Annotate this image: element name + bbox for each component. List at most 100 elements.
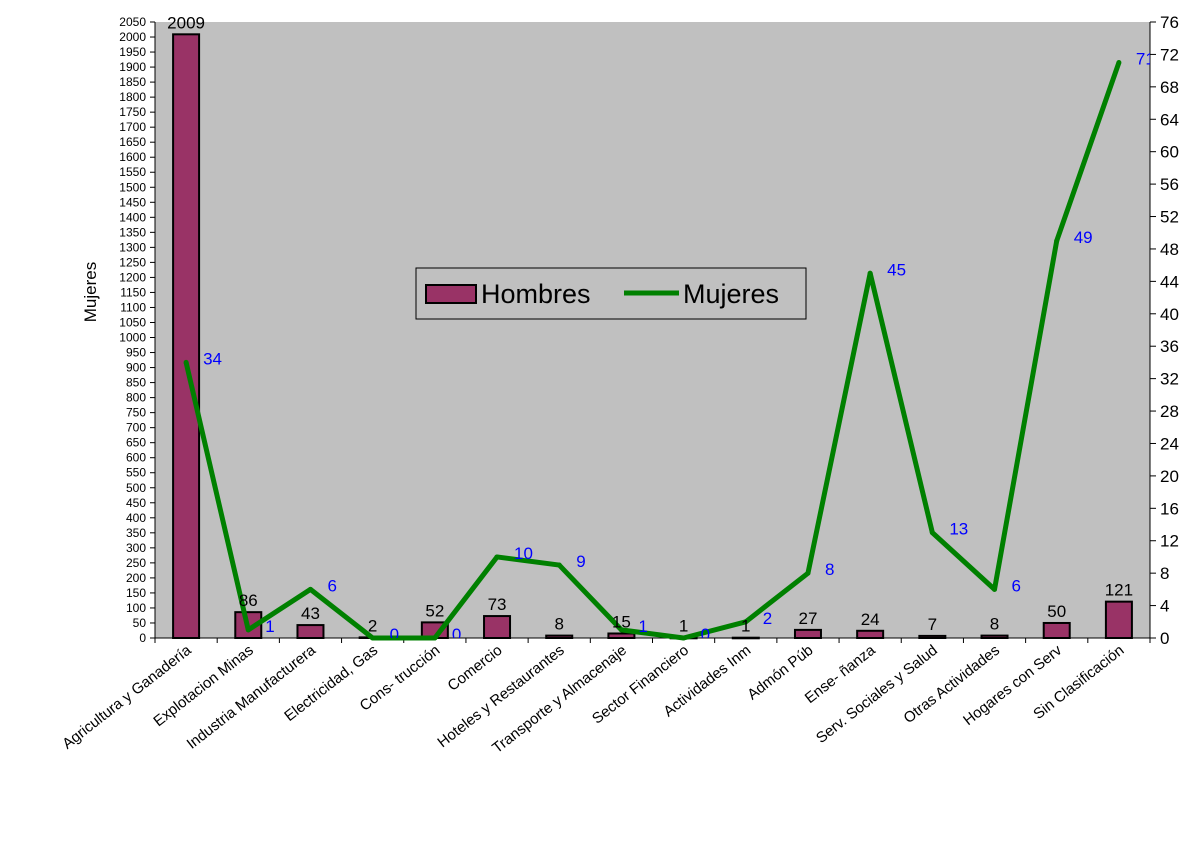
right-tick-label: 24 xyxy=(1160,434,1179,453)
left-tick-label: 1000 xyxy=(119,331,146,345)
bar-value-label: 2009 xyxy=(167,13,205,32)
right-tick-label: 8 xyxy=(1160,564,1169,583)
left-tick-label: 1800 xyxy=(119,90,146,104)
bar-value-label: 1 xyxy=(679,617,688,636)
right-tick-label: 32 xyxy=(1160,370,1179,389)
bar-hombres xyxy=(731,636,760,640)
left-tick-label: 1650 xyxy=(119,135,146,149)
left-tick-label: 1500 xyxy=(119,180,146,194)
left-tick-label: 1450 xyxy=(119,195,146,209)
bar-value-label: 24 xyxy=(861,610,880,629)
line-value-label: 0 xyxy=(452,625,461,644)
left-tick-label: 1100 xyxy=(120,300,146,314)
line-value-label: 8 xyxy=(825,560,834,579)
bar-hombres xyxy=(296,624,325,640)
line-value-label: 49 xyxy=(1074,228,1093,247)
line-value-label: 71 xyxy=(1136,50,1155,69)
mujeres-point xyxy=(1054,238,1060,244)
bar-value-label: 27 xyxy=(799,609,818,628)
left-tick-label: 100 xyxy=(126,601,146,615)
bar-value-label: 121 xyxy=(1105,581,1133,600)
left-tick-label: 850 xyxy=(126,376,146,390)
legend: Hombres Mujeres xyxy=(415,267,807,320)
bar-hombres xyxy=(607,632,636,639)
left-tick-label: 1950 xyxy=(119,45,146,59)
mujeres-point xyxy=(929,530,935,536)
left-tick-label: 550 xyxy=(126,466,146,480)
right-tick-label: 20 xyxy=(1160,467,1179,486)
mujeres-point xyxy=(432,635,438,641)
right-tick-label: 4 xyxy=(1160,597,1169,616)
left-tick-label: 1300 xyxy=(119,240,146,254)
right-tick-label: 40 xyxy=(1160,305,1179,324)
bar-hombres xyxy=(918,634,947,640)
legend-box xyxy=(415,267,807,320)
bar-value-label: 73 xyxy=(488,595,507,614)
left-tick-label: 900 xyxy=(126,361,146,375)
left-tick-label: 50 xyxy=(133,616,147,630)
legend-label-hombres: Hombres xyxy=(481,279,591,309)
right-tick-label: 12 xyxy=(1160,532,1179,551)
line-value-label: 1 xyxy=(638,617,647,636)
right-tick-label: 52 xyxy=(1160,208,1179,227)
left-tick-label: 1050 xyxy=(119,315,146,329)
right-tick-label: 36 xyxy=(1160,337,1179,356)
bar-value-label: 15 xyxy=(612,612,631,631)
left-tick-label: 0 xyxy=(139,631,146,645)
left-tick-label: 700 xyxy=(126,421,146,435)
left-tick-label: 950 xyxy=(126,346,146,360)
bar-value-label: 2 xyxy=(368,616,377,635)
mujeres-point xyxy=(494,554,500,560)
bar-hombres xyxy=(483,615,512,640)
mujeres-point xyxy=(556,562,562,568)
left-tick-label: 1250 xyxy=(119,255,146,269)
left-tick-label: 150 xyxy=(126,586,146,600)
line-value-label: 9 xyxy=(576,552,585,571)
bar-value-label: 8 xyxy=(554,615,563,634)
left-axis: 0501001502002503003504004505005506006507… xyxy=(119,15,1151,645)
right-tick-label: 48 xyxy=(1160,240,1179,259)
bar-hombres xyxy=(793,628,822,640)
mujeres-point xyxy=(307,586,313,592)
mujeres-point xyxy=(618,627,624,633)
line-value-label: 0 xyxy=(701,625,710,644)
line-value-label: 1 xyxy=(265,617,274,636)
left-tick-label: 350 xyxy=(126,526,146,540)
bar-value-label: 43 xyxy=(301,604,320,623)
left-tick-label: 1600 xyxy=(119,150,146,164)
line-value-label: 2 xyxy=(763,609,772,628)
bar-value-label: 86 xyxy=(239,591,258,610)
left-tick-label: 1200 xyxy=(119,270,146,284)
line-value-label: 6 xyxy=(327,576,336,595)
right-tick-label: 76 xyxy=(1160,13,1179,32)
mujeres-point xyxy=(370,635,376,641)
bar-hombres xyxy=(856,629,885,639)
left-tick-label: 1350 xyxy=(119,225,146,239)
line-value-label: 34 xyxy=(203,349,222,368)
legend-label-mujeres: Mujeres xyxy=(683,279,779,309)
right-tick-label: 56 xyxy=(1160,175,1179,194)
bar-value-label: 52 xyxy=(425,601,444,620)
left-tick-label: 1750 xyxy=(119,105,146,119)
left-tick-label: 600 xyxy=(126,451,146,465)
mujeres-line xyxy=(183,61,1122,641)
right-tick-label: 16 xyxy=(1160,499,1179,518)
mujeres-line-group xyxy=(183,60,1122,641)
category-label: Comercio xyxy=(444,642,505,695)
left-tick-label: 2000 xyxy=(119,30,146,44)
mujeres-point xyxy=(867,270,873,276)
mujeres-point xyxy=(245,627,251,633)
legend-swatch-hombres xyxy=(425,284,477,304)
mujeres-point xyxy=(992,586,998,592)
left-tick-label: 2050 xyxy=(119,15,146,29)
bar-value-label: 8 xyxy=(990,615,999,634)
left-tick-label: 450 xyxy=(126,496,146,510)
y-axis-title: Mujeres xyxy=(81,262,100,322)
left-tick-label: 1850 xyxy=(119,75,146,89)
line-value-label: 10 xyxy=(514,544,533,563)
right-tick-label: 68 xyxy=(1160,78,1179,97)
